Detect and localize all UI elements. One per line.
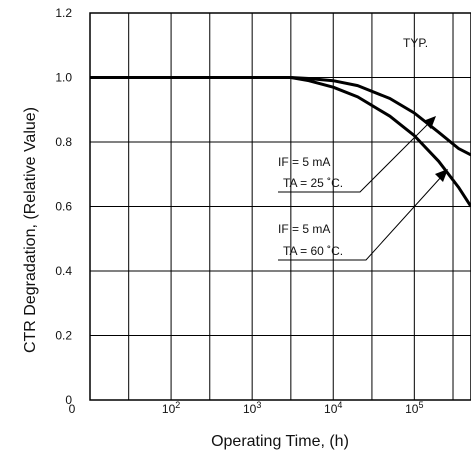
x-tick-label: 104: [324, 400, 342, 416]
x-tick-label: 102: [162, 400, 180, 416]
annotation-ta-2: TA = 60 ˚C.: [283, 244, 343, 258]
annotation-arrows: [278, 116, 448, 261]
y-tick-label: 1.0: [55, 71, 72, 85]
plot-frame: [89, 12, 471, 401]
x-tick-label: 0: [69, 402, 76, 416]
x-tick-labels: 0 102 103 104 105: [69, 400, 424, 416]
y-axis-label: CTR Degradation, (Relative Value): [22, 107, 39, 353]
arrowhead-2: [435, 169, 448, 182]
y-tick-label: 0.6: [55, 200, 72, 214]
x-tick-label: 103: [243, 400, 261, 416]
leader-line-1: [278, 121, 431, 193]
arrowhead-1: [423, 116, 436, 129]
y-tick-label: 0.4: [55, 264, 72, 278]
series-line-2: [90, 76, 471, 208]
series-layer: [90, 76, 471, 208]
x-tick-label: 105: [405, 400, 423, 416]
x-axis-label: Operating Time, (h): [211, 433, 349, 450]
y-tick-label: 1.2: [55, 6, 72, 20]
y-tick-label: 0.8: [55, 135, 72, 149]
plot-border: [89, 12, 471, 401]
y-tick-labels: 0 0.2 0.4 0.6 0.8 1.0 1.2: [55, 6, 72, 407]
annotation-if-1: IF = 5 mA: [278, 155, 330, 169]
leader-line-2: [278, 175, 443, 261]
y-tick-label: 0.2: [55, 329, 72, 343]
y-tick-label: 0: [65, 393, 72, 407]
annotation-if-2: IF = 5 mA: [278, 222, 330, 236]
typ-annotation: TYP.: [403, 36, 428, 50]
annotation-ta-1: TA = 25 ˚C.: [283, 176, 343, 190]
